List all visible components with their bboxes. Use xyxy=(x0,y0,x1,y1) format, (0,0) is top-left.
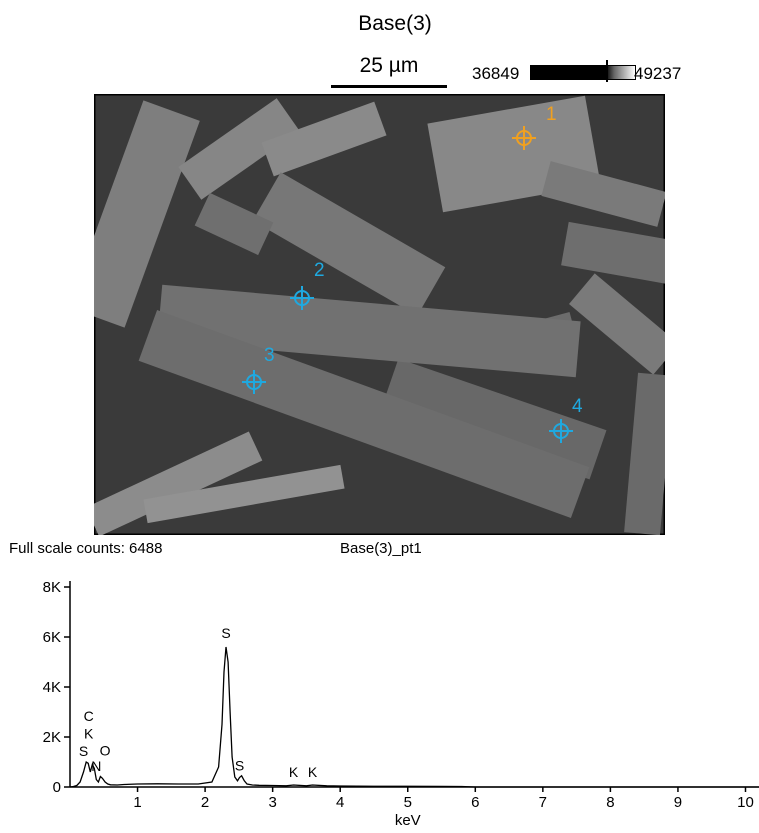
peak-label: S xyxy=(221,625,230,641)
peak-label: S xyxy=(79,743,88,759)
x-tick-label: 3 xyxy=(268,794,276,811)
peak-label: K xyxy=(308,764,318,780)
point-label-4: 4 xyxy=(572,396,583,417)
chart-axes xyxy=(69,581,759,788)
x-tick-label: 7 xyxy=(539,794,547,811)
point-label-2: 2 xyxy=(314,260,325,281)
x-axis-label: keV xyxy=(395,812,421,829)
point-label-3: 3 xyxy=(264,345,275,366)
peak-label: K xyxy=(84,725,94,741)
x-tick-label: 9 xyxy=(674,794,682,811)
peak-label: C xyxy=(84,708,94,724)
peak-label: S xyxy=(235,757,244,773)
peak-label: K xyxy=(289,764,299,780)
sem-micrograph[interactable]: 1 2 3 4 xyxy=(94,94,665,535)
y-tick-label: 6K xyxy=(43,629,61,646)
peak-label: N xyxy=(91,758,101,774)
intensity-colorbar xyxy=(530,65,636,80)
page-title: Base(3) xyxy=(358,12,432,35)
peak-label: O xyxy=(100,742,111,758)
point-marker-3[interactable]: 3 xyxy=(242,345,275,394)
y-tick-label: 8K xyxy=(43,579,61,596)
scale-bar-label: 25 µm xyxy=(359,54,419,77)
point-marker-4[interactable]: 4 xyxy=(549,396,583,443)
colorbar-marker xyxy=(606,60,608,82)
point-marker-1[interactable]: 1 xyxy=(512,104,557,150)
spectrum-point-label: Base(3)_pt1 xyxy=(340,540,422,557)
spectrum-series-line xyxy=(69,646,759,788)
y-tick-label: 0 xyxy=(53,779,61,796)
x-tick-label: 6 xyxy=(471,794,479,811)
scale-bar xyxy=(331,85,447,88)
x-tick-label: 8 xyxy=(606,794,614,811)
point-label-1: 1 xyxy=(546,104,557,125)
x-tick-label: 5 xyxy=(404,794,412,811)
x-tick-label: 2 xyxy=(201,794,209,811)
x-tick-label: 1 xyxy=(133,794,141,811)
x-tick-label: 10 xyxy=(737,794,754,811)
x-axis-ticks: 1 2 3 4 5 6 7 8 9 10 xyxy=(133,787,754,811)
y-axis-ticks: 0 2K 4K 6K 8K xyxy=(43,579,70,796)
colorbar-min-label: 36849 xyxy=(472,64,520,83)
y-tick-label: 4K xyxy=(43,679,61,696)
colorbar-max-label: 49237 xyxy=(634,64,682,83)
crystal-rods xyxy=(94,95,665,535)
full-scale-counts-label: Full scale counts: 6488 xyxy=(9,540,163,557)
x-tick-label: 4 xyxy=(336,794,344,811)
y-tick-label: 2K xyxy=(43,729,61,746)
point-marker-2[interactable]: 2 xyxy=(290,260,325,310)
